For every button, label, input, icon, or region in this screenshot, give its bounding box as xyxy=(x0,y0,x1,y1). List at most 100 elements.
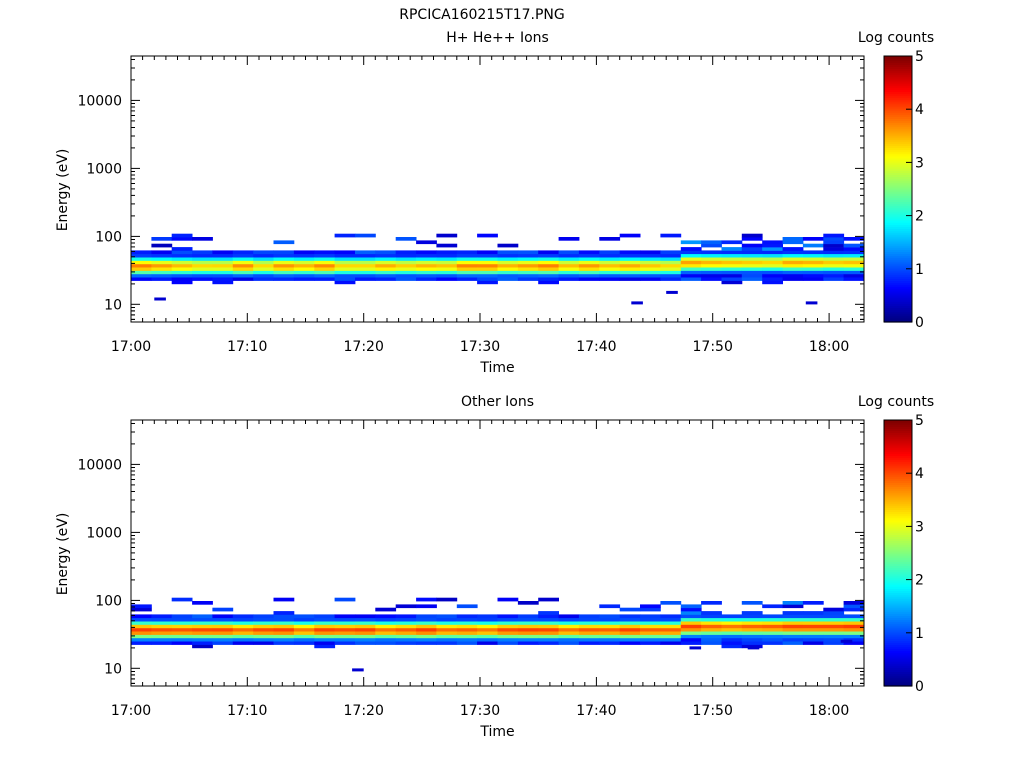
spectrogram-cell xyxy=(497,260,519,265)
colorbar-swatch xyxy=(884,251,912,255)
spectrogram-cell xyxy=(721,253,743,258)
x-tick-label: 17:00 xyxy=(111,339,151,355)
spectrogram-cell xyxy=(558,637,580,642)
colorbar-swatch xyxy=(884,582,912,585)
spectrogram-cell xyxy=(640,614,661,619)
spectrogram-cell xyxy=(334,267,356,271)
spectrogram-cell xyxy=(456,260,478,265)
spectrogram-cell xyxy=(456,614,478,619)
spectrogram-cell xyxy=(151,624,173,629)
spectrogram-cell xyxy=(660,253,682,258)
spectrogram-cell xyxy=(517,621,539,625)
spectrogram-cell xyxy=(782,260,804,265)
isolated-hit xyxy=(840,639,853,643)
spectrogram-cell xyxy=(293,631,315,635)
colorbar-swatch xyxy=(884,103,912,107)
colorbar-swatch xyxy=(884,257,912,261)
colorbar-swatch xyxy=(884,197,912,200)
isolated-hit xyxy=(154,297,166,301)
colorbar-swatch xyxy=(884,567,912,571)
spectrogram-cell xyxy=(151,631,173,635)
spectrogram-cell xyxy=(701,634,722,639)
colorbar-swatch xyxy=(884,245,912,248)
panel-other-ions: 17:00 17:10 17:20 17:30 17:40 17:50 18:00Time1… xyxy=(55,394,934,740)
spectrogram-cell xyxy=(538,270,559,275)
spectrogram-cell xyxy=(375,263,397,268)
spectrogram-cell xyxy=(416,641,437,645)
colorbar-swatch xyxy=(884,671,912,675)
spectrogram-cell xyxy=(456,257,478,261)
spectrogram-cell xyxy=(395,250,417,255)
spectrogram-cell xyxy=(151,277,173,281)
spectrogram-cell xyxy=(762,277,783,281)
spectrogram-cell xyxy=(355,257,376,261)
spectrogram-cell xyxy=(314,270,336,275)
colorbar-swatch xyxy=(884,191,912,194)
spectrogram-cell xyxy=(395,253,417,258)
spectrogram-cell xyxy=(843,631,865,635)
spectrogram-cell xyxy=(578,277,600,281)
spectrogram-cell xyxy=(823,240,845,245)
spectrogram-cell xyxy=(721,634,743,639)
spectrogram-cell xyxy=(436,253,458,258)
spectrogram-cell xyxy=(578,637,600,642)
x-axis-label: Time xyxy=(479,360,514,376)
colorbar-swatch xyxy=(884,180,912,184)
spectrogram-cell xyxy=(293,263,315,268)
spectrogram-cell xyxy=(416,617,437,622)
colorbar-swatch xyxy=(884,147,912,151)
spectrogram-cell xyxy=(355,253,376,258)
spectrogram-cell xyxy=(558,621,580,625)
spectrogram-cell xyxy=(273,617,295,622)
colorbar-swatch xyxy=(884,451,912,454)
spectrogram-cell xyxy=(843,273,865,278)
spectrogram-cell xyxy=(578,624,600,629)
spectrogram-cell xyxy=(192,260,213,265)
spectrogram-cell xyxy=(599,641,621,645)
spectrogram-cell xyxy=(171,247,193,251)
spectrogram-cell xyxy=(131,607,152,612)
colorbar-swatch xyxy=(884,222,912,225)
colorbar-swatch xyxy=(884,530,912,533)
spectrogram-cell xyxy=(782,257,804,261)
colorbar-swatch xyxy=(884,155,912,159)
colorbar-swatch xyxy=(884,134,912,138)
spectrogram-cell xyxy=(334,270,356,275)
colorbar-swatch xyxy=(884,675,912,679)
y-tick-label: 10000 xyxy=(77,457,122,473)
spectrogram-cell xyxy=(416,267,437,271)
colorbar-swatch xyxy=(884,553,912,556)
colorbar-swatch xyxy=(884,267,912,271)
spectrogram-cell xyxy=(802,617,824,622)
spectrogram-cell xyxy=(253,270,274,275)
spectrogram-cell xyxy=(802,634,824,639)
spectrogram-cell xyxy=(538,611,559,615)
spectrogram-cell xyxy=(171,233,193,238)
colorbar-swatch xyxy=(884,602,912,606)
spectrogram-cell xyxy=(802,641,824,645)
spectrogram-cell xyxy=(843,253,865,258)
colorbar-swatch xyxy=(884,604,912,608)
spectrogram-cell xyxy=(273,263,295,268)
spectrogram-cell xyxy=(762,614,783,619)
x-tick-label: 18:00 xyxy=(809,339,849,355)
colorbar-swatch xyxy=(884,488,912,492)
x-axis-label: Time xyxy=(479,724,514,740)
colorbar-swatch xyxy=(884,681,912,685)
spectrogram-cell xyxy=(762,604,783,609)
spectrogram-cell xyxy=(701,637,722,642)
spectrogram-cell xyxy=(680,267,702,271)
colorbar-swatch xyxy=(884,261,912,265)
colorbar-swatch xyxy=(884,236,912,240)
colorbar-swatch xyxy=(884,309,912,313)
spectrogram-cell xyxy=(517,601,539,605)
spectrogram-cell xyxy=(273,614,295,619)
spectrogram-cell xyxy=(232,624,254,629)
colorbar-swatch xyxy=(884,259,912,263)
spectrogram-cell xyxy=(762,617,783,622)
spectrogram-cell xyxy=(293,624,315,629)
spectrogram-cell xyxy=(151,627,173,632)
spectrogram-cell xyxy=(456,273,478,278)
spectrogram-cell xyxy=(355,267,376,271)
spectrogram-cell xyxy=(701,270,722,275)
